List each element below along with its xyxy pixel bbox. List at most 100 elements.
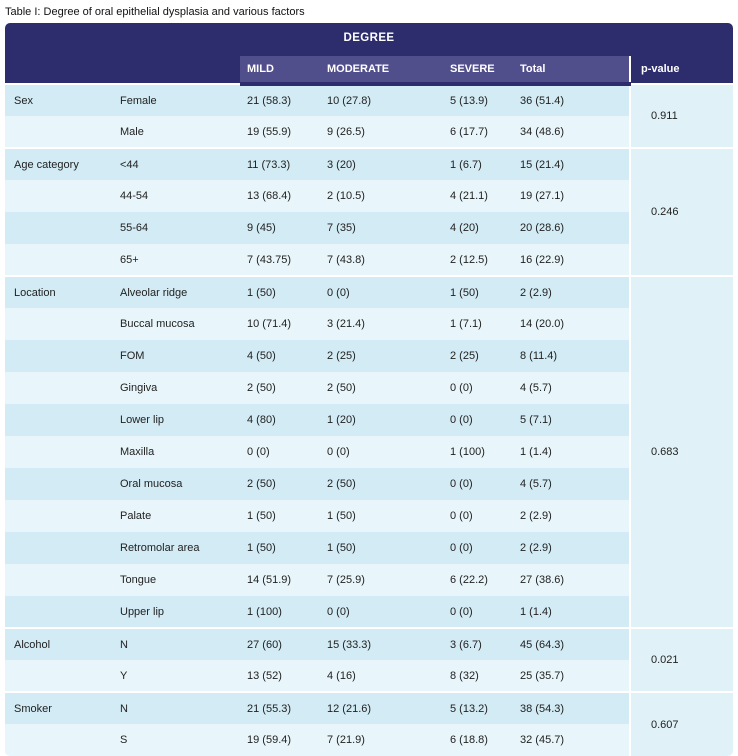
total-cell: 2 (2.9) <box>513 500 630 532</box>
table-row: Maxilla 0 (0) 0 (0) 1 (100) 1 (1.4) <box>5 436 733 468</box>
mild-cell: 2 (50) <box>240 372 320 404</box>
column-header-total: Total <box>513 52 630 86</box>
severe-cell: 1 (100) <box>443 436 513 468</box>
category-label: Retromolar area <box>113 532 240 564</box>
total-cell: 20 (28.6) <box>513 212 630 244</box>
table-row: 44-54 13 (68.4) 2 (10.5) 4 (21.1) 19 (27.1) <box>5 180 733 212</box>
column-header-pvalue: p-value <box>629 54 733 84</box>
total-cell: 38 (54.3) <box>513 691 630 724</box>
p-value-cell: 0.911 <box>629 83 733 148</box>
mild-cell: 0 (0) <box>240 436 320 468</box>
category-label: 55-64 <box>113 212 240 244</box>
moderate-cell: 0 (0) <box>320 596 443 628</box>
total-cell: 2 (2.9) <box>513 275 630 308</box>
mild-cell: 27 (60) <box>240 627 320 660</box>
severe-cell: 4 (20) <box>443 212 513 244</box>
total-cell: 34 (48.6) <box>513 116 630 148</box>
severe-cell: 2 (25) <box>443 340 513 372</box>
table-row: Male 19 (55.9) 9 (26.5) 6 (17.7) 34 (48.6) <box>5 116 733 148</box>
moderate-cell: 7 (43.8) <box>320 244 443 276</box>
column-header-moderate: MODERATE <box>320 52 443 86</box>
category-label: S <box>113 724 240 756</box>
total-cell: 4 (5.7) <box>513 468 630 500</box>
group-label <box>5 180 113 212</box>
p-value-cell: 0.246 <box>629 147 733 276</box>
group-label: Smoker <box>5 691 113 724</box>
moderate-cell: 10 (27.8) <box>320 83 443 116</box>
category-label: 65+ <box>113 244 240 276</box>
table-row: Tongue 14 (51.9) 7 (25.9) 6 (22.2) 27 (38.6) <box>5 564 733 596</box>
category-label: Maxilla <box>113 436 240 468</box>
category-label: Upper lip <box>113 596 240 628</box>
category-label: <44 <box>113 147 240 180</box>
total-cell: 32 (45.7) <box>513 724 630 756</box>
header-spacer <box>5 54 240 84</box>
mild-cell: 7 (43.75) <box>240 244 320 276</box>
table-row: FOM 4 (50) 2 (25) 2 (25) 8 (11.4) <box>5 340 733 372</box>
severe-cell: 5 (13.2) <box>443 691 513 724</box>
dysplasia-table: DEGREE MILD MODERATE SEVERE Total p-valu… <box>5 23 733 756</box>
severe-cell: 6 (22.2) <box>443 564 513 596</box>
total-cell: 45 (64.3) <box>513 627 630 660</box>
mild-cell: 13 (52) <box>240 660 320 692</box>
category-label: Alveolar ridge <box>113 275 240 308</box>
severe-cell: 8 (32) <box>443 660 513 692</box>
total-cell: 1 (1.4) <box>513 596 630 628</box>
category-label: N <box>113 627 240 660</box>
column-header-mild: MILD <box>240 52 320 86</box>
group-label <box>5 500 113 532</box>
mild-cell: 4 (80) <box>240 404 320 436</box>
total-cell: 14 (20.0) <box>513 308 630 340</box>
total-cell: 4 (5.7) <box>513 372 630 404</box>
moderate-cell: 12 (21.6) <box>320 691 443 724</box>
table-body: Sex Female 21 (58.3) 10 (27.8) 5 (13.9) 36 (5… <box>5 83 733 756</box>
category-label: 44-54 <box>113 180 240 212</box>
table-row: Buccal mucosa 10 (71.4) 3 (21.4) 1 (7.1) 14 … <box>5 308 733 340</box>
severe-cell: 3 (6.7) <box>443 627 513 660</box>
group-label <box>5 244 113 276</box>
moderate-cell: 2 (50) <box>320 468 443 500</box>
moderate-cell: 1 (50) <box>320 500 443 532</box>
column-header-severe: SEVERE <box>443 52 513 86</box>
group-label <box>5 596 113 628</box>
category-label: Gingiva <box>113 372 240 404</box>
group-label <box>5 340 113 372</box>
p-value-cell: 0.021 <box>629 627 733 692</box>
total-cell: 5 (7.1) <box>513 404 630 436</box>
category-label: Male <box>113 116 240 148</box>
p-value-cell: 0.607 <box>629 691 733 756</box>
table-row: 65+ 7 (43.75) 7 (43.8) 2 (12.5) 16 (22.9) <box>5 244 733 276</box>
table-row: Upper lip 1 (100) 0 (0) 0 (0) 1 (1.4) <box>5 596 733 628</box>
total-cell: 27 (38.6) <box>513 564 630 596</box>
moderate-cell: 3 (20) <box>320 147 443 180</box>
total-cell: 8 (11.4) <box>513 340 630 372</box>
table-row: Oral mucosa 2 (50) 2 (50) 0 (0) 4 (5.7) <box>5 468 733 500</box>
group-label <box>5 404 113 436</box>
mild-cell: 19 (55.9) <box>240 116 320 148</box>
group-label: Location <box>5 275 113 308</box>
table-container: DEGREE MILD MODERATE SEVERE Total p-valu… <box>5 23 733 756</box>
category-label: Buccal mucosa <box>113 308 240 340</box>
mild-cell: 21 (55.3) <box>240 691 320 724</box>
moderate-cell: 2 (10.5) <box>320 180 443 212</box>
severe-cell: 0 (0) <box>443 372 513 404</box>
p-value-cell: 0.683 <box>629 275 733 628</box>
table-row: Y 13 (52) 4 (16) 8 (32) 25 (35.7) <box>5 660 733 692</box>
table-row: 55-64 9 (45) 7 (35) 4 (20) 20 (28.6) <box>5 212 733 244</box>
severe-cell: 2 (12.5) <box>443 244 513 276</box>
severe-cell: 4 (21.1) <box>443 180 513 212</box>
group-label <box>5 532 113 564</box>
severe-cell: 0 (0) <box>443 532 513 564</box>
column-header-row: MILD MODERATE SEVERE Total p-value <box>5 52 733 86</box>
group-label: Age category <box>5 147 113 180</box>
table-row: Retromolar area 1 (50) 1 (50) 0 (0) 2 (2.9) <box>5 532 733 564</box>
moderate-cell: 2 (50) <box>320 372 443 404</box>
mild-cell: 2 (50) <box>240 468 320 500</box>
severe-cell: 1 (50) <box>443 275 513 308</box>
mild-cell: 1 (100) <box>240 596 320 628</box>
category-label: Oral mucosa <box>113 468 240 500</box>
table-row: Gingiva 2 (50) 2 (50) 0 (0) 4 (5.7) <box>5 372 733 404</box>
table-row: Location Alveolar ridge 1 (50) 0 (0) 1 (50) 2… <box>5 275 733 628</box>
category-label: Lower lip <box>113 404 240 436</box>
mild-cell: 1 (50) <box>240 532 320 564</box>
